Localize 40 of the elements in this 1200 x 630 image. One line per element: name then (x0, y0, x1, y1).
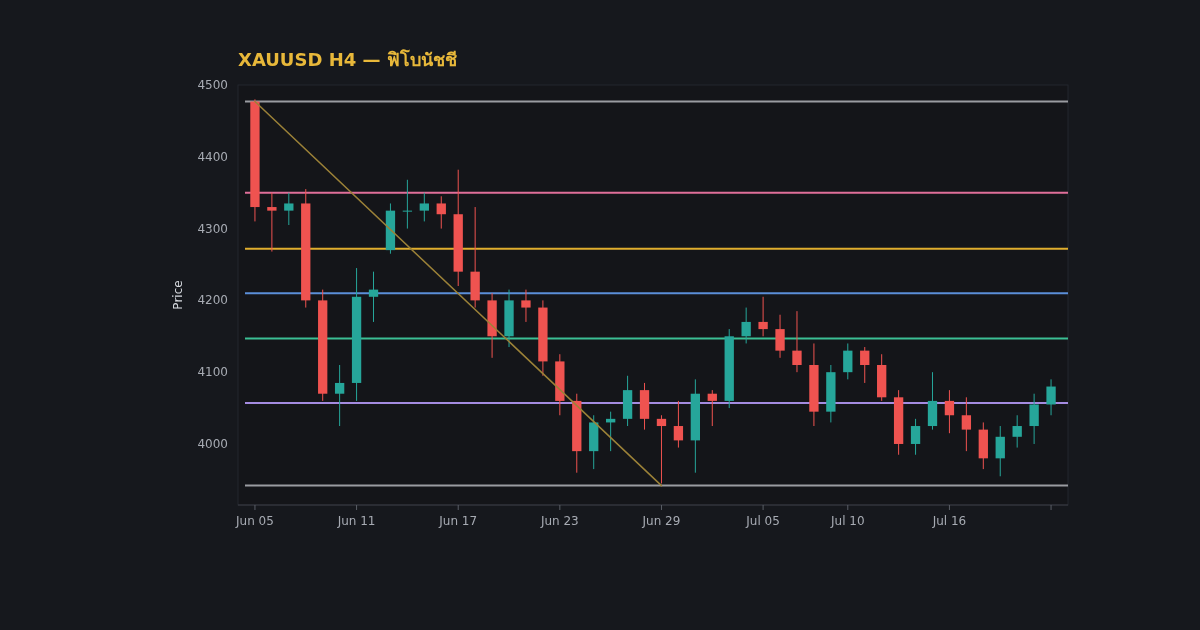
candlestick (1046, 378, 1056, 416)
candlestick (673, 400, 684, 449)
candlestick (284, 192, 294, 226)
candlestick (656, 414, 667, 484)
x-tick-label: Jul 16 (931, 514, 967, 528)
candlestick (860, 346, 870, 384)
candlestick (961, 396, 972, 452)
candlestick (995, 425, 1005, 477)
y-tick-label: 4000 (197, 436, 228, 451)
candlestick (368, 271, 379, 323)
candlestick (741, 307, 751, 344)
x-tick-label: Jun 29 (641, 514, 681, 528)
candlestick (707, 389, 717, 427)
y-tick-label: 4100 (197, 365, 228, 380)
y-tick-label: 4500 (197, 78, 228, 92)
x-tick-label: Jul 05 (745, 514, 780, 528)
y-axis-title: Price (171, 280, 185, 310)
candlestick (334, 364, 345, 427)
x-tick-label: Jul 10 (830, 514, 865, 528)
candlestick (436, 195, 446, 230)
y-tick-label: 4400 (197, 149, 228, 164)
y-tick-label: 4200 (197, 293, 228, 308)
x-tick-label: Jun 17 (438, 514, 478, 528)
candlestick (1012, 414, 1022, 449)
chart-title: XAUUSD H4 — ฟิโบนัชชี (238, 49, 457, 70)
x-tick-label: Jun 05 (235, 514, 274, 528)
candlestick (775, 314, 785, 359)
candlestick (792, 310, 802, 373)
candlestick (910, 418, 921, 456)
candlestick (1029, 393, 1039, 445)
candlestick (521, 289, 531, 323)
y-tick-label: 4300 (197, 221, 228, 236)
candlestick (402, 179, 413, 230)
candlestick (419, 192, 429, 222)
x-tick-label: Jun 23 (539, 514, 579, 528)
x-tick-label: Jun 11 (336, 514, 376, 528)
candlestick (944, 389, 955, 434)
candlestick (758, 296, 768, 337)
candlestick (267, 192, 277, 253)
candlestick (843, 342, 853, 380)
